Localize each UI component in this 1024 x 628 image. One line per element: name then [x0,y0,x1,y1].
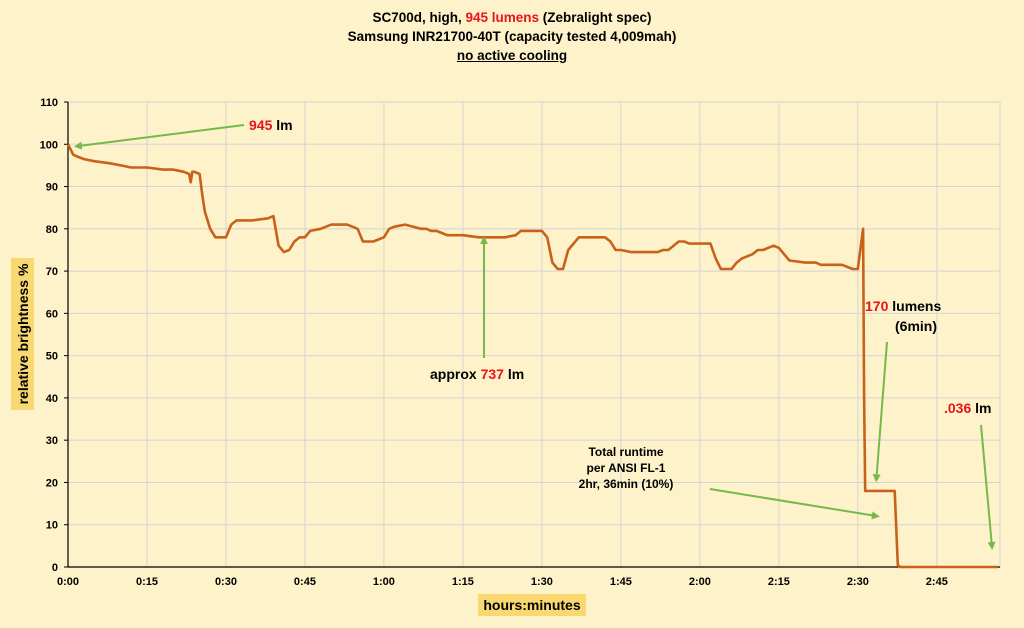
y-axis-label: relative brightness % [15,263,31,404]
annotation-arrows [73,124,996,550]
arrow-runtime [709,488,880,520]
y-tick-label: 10 [46,520,58,532]
annotation-low-lumens: 170 lumens [865,298,941,314]
arrow-start [73,124,245,150]
annotation-mid-lumens: approx 737 lm [430,366,524,382]
annotation-runtime-3: 2hr, 36min (10%) [579,477,674,491]
annotation-start-lumens: 945 lm [249,117,293,133]
x-tick-label: 2:15 [768,576,790,588]
series-layer [66,143,998,569]
x-tick-label: 0:45 [294,576,316,588]
x-tick-label: 2:45 [926,576,948,588]
x-axis-label: hours:minutes [483,597,580,613]
x-tick-label: 2:30 [847,576,869,588]
grid-lines [67,101,1001,568]
y-axis-label-bg [11,258,34,410]
tick-labels: 0 10 20 30 40 50 60 70 80 90 100 110 0:00 0:15 0:30 0:4… [40,97,948,588]
annotation-low-duration: (6min) [895,318,937,334]
y-tick-label: 100 [40,139,58,151]
chart-title-line3: no active cooling [456,48,568,63]
chart-title-line2: Samsung INR21700-40T (capacity tested 4,… [347,29,677,44]
x-tick-label: 0:30 [215,576,237,588]
chart-title-line1: SC700d, high, 945 lumens (Zebralight spe… [0,8,1024,27]
annotation-end-lumens: .036 lm [944,400,991,416]
x-tick-label: 0:00 [57,576,79,588]
x-tick-label: 2:00 [689,576,711,588]
y-tick-label: 20 [46,477,58,489]
annotation-runtime-1: Total runtime [588,445,663,459]
y-tick-label: 50 [46,351,58,363]
x-axis-label-bg [478,594,586,616]
arrow-end [980,424,996,550]
x-tick-label: 1:45 [610,576,632,588]
title-text: SC700d, high, [372,10,466,25]
y-tick-label: 70 [46,266,58,278]
y-tick-label: 60 [46,308,58,320]
y-tick-label: 40 [46,393,58,405]
y-tick-label: 90 [46,182,58,194]
x-tick-label: 0:15 [136,576,158,588]
series-line-0 [66,143,998,569]
y-tick-label: 80 [46,224,58,236]
arrow-low [872,341,888,483]
y-tick-label: 110 [40,97,58,109]
annotation-runtime-2: per ANSI FL-1 [587,461,666,475]
y-tick-label: 30 [46,435,58,447]
y-tick-label: 0 [52,562,58,574]
axes [64,101,1000,568]
x-tick-label: 1:15 [452,576,474,588]
x-tick-label: 1:00 [373,576,395,588]
x-tick-label: 1:30 [531,576,553,588]
chart-title-block: SC700d, high, 945 lumens (Zebralight spe… [0,8,1024,65]
title-highlight: 945 lumens [465,10,540,25]
title-text-post: (Zebralight spec) [539,10,652,25]
